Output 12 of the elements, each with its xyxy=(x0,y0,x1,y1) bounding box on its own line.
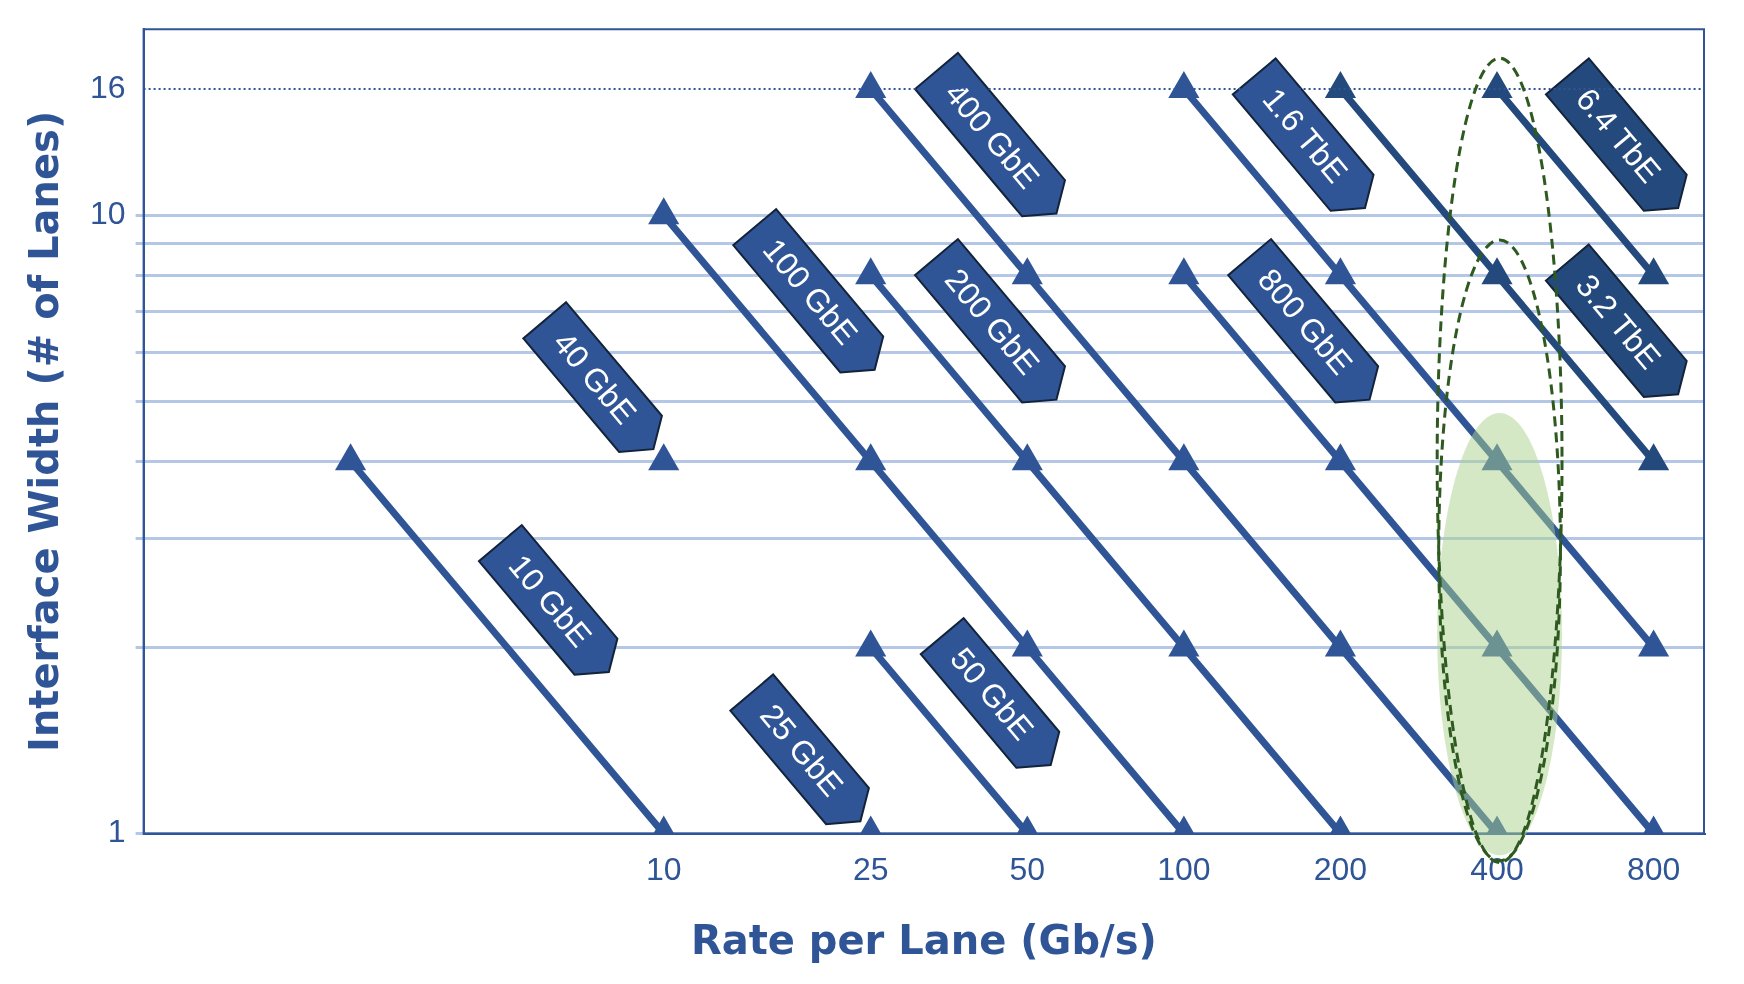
y-axis-title: Interface Width (# of Lanes) xyxy=(21,110,68,752)
y-tick-label: 10 xyxy=(90,195,126,232)
x-tick-label: 50 xyxy=(1009,850,1046,887)
x-tick-label: 200 xyxy=(1313,850,1368,887)
y-tick-label: 1 xyxy=(107,813,126,850)
x-tick-label: 25 xyxy=(852,850,889,887)
x-tick-label: 800 xyxy=(1626,850,1681,887)
x-tick-label: 400 xyxy=(1470,850,1524,887)
x-tick-label: 10 xyxy=(645,850,682,887)
x-axis-title: Rate per Lane (Gb/s) xyxy=(690,917,1157,964)
x-tick-label: 100 xyxy=(1157,850,1211,887)
y-tick-label: 16 xyxy=(90,68,126,105)
